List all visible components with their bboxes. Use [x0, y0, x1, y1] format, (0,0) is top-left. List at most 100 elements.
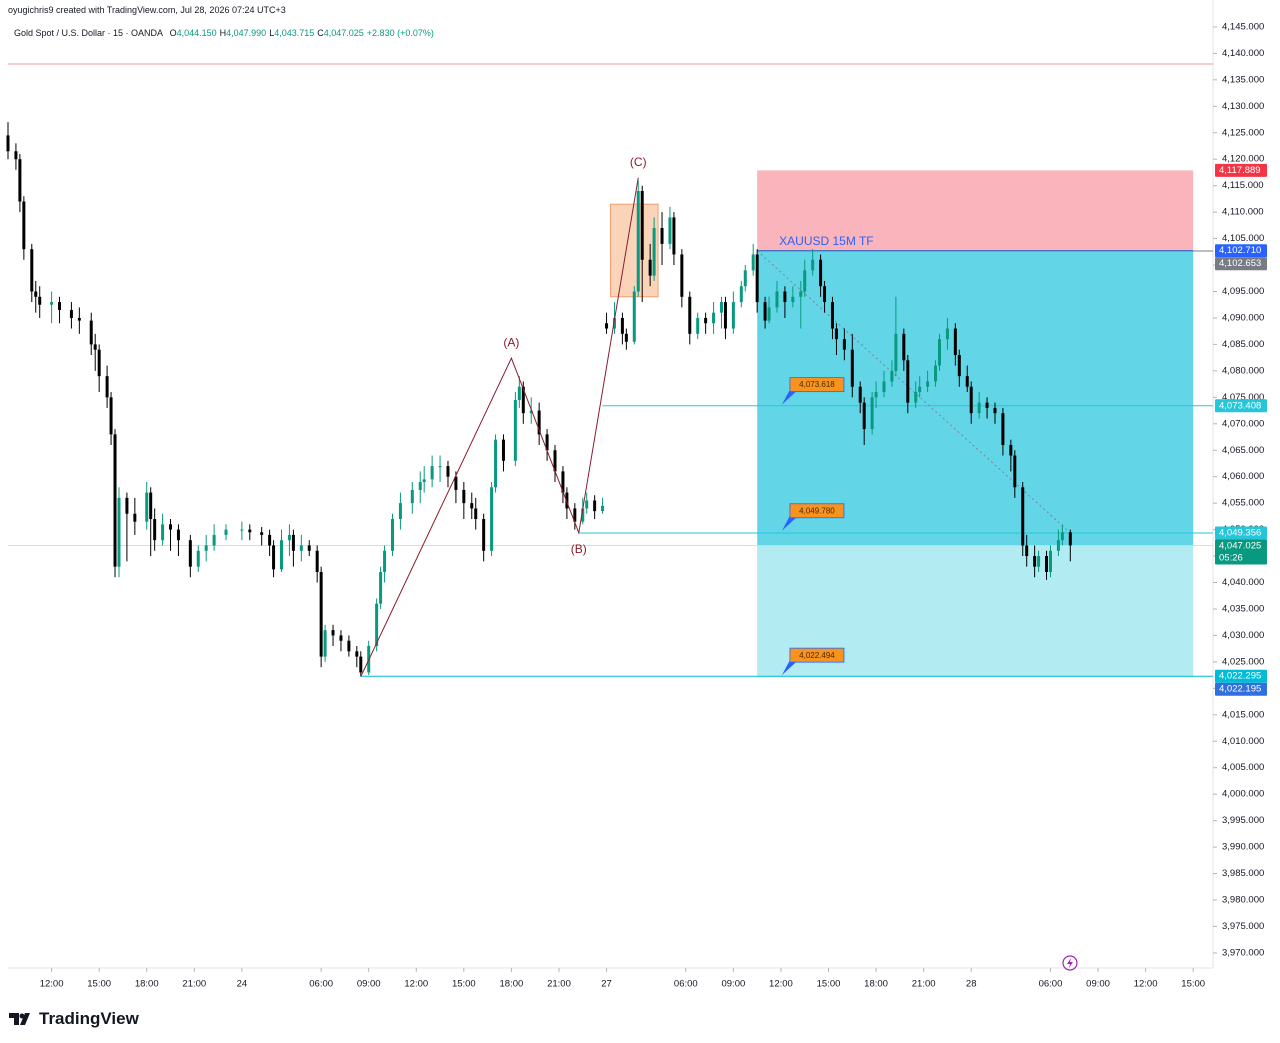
candle-body — [347, 640, 351, 652]
brand: TradingView — [39, 1009, 139, 1028]
candle-body — [620, 317, 624, 334]
legend-key: L — [269, 28, 275, 38]
callout-label: 4,073.618 — [799, 380, 835, 389]
candle-body — [319, 571, 323, 657]
y-tick-label: 4,070.000 — [1222, 418, 1264, 429]
candle-body — [791, 296, 795, 303]
y-tick-label: 4,145.000 — [1222, 21, 1264, 32]
y-tick-label: 4,125.000 — [1222, 127, 1264, 138]
candle-body — [977, 402, 981, 414]
candle-body — [743, 270, 747, 287]
alert-icon-bolt — [1067, 958, 1073, 968]
x-tick-label: 21:00 — [182, 979, 206, 990]
x-tick-label: 12:00 — [40, 979, 64, 990]
stop-zone — [757, 170, 1194, 251]
x-tick-label: 27 — [601, 979, 612, 990]
candle-body — [803, 270, 807, 292]
candle-body — [6, 135, 10, 152]
candle-body — [918, 386, 922, 393]
x-tick-label: 21:00 — [547, 979, 571, 990]
y-tick-label: 4,030.000 — [1222, 630, 1264, 641]
candle-body — [1056, 540, 1060, 551]
candle-body — [513, 399, 517, 461]
x-tick-label: 15:00 — [817, 979, 841, 990]
y-tick-label: 4,015.000 — [1222, 709, 1264, 720]
candle-body — [529, 410, 533, 414]
candle-body — [783, 291, 787, 303]
candle-body — [767, 307, 771, 321]
candle-body — [38, 296, 42, 305]
x-tick-label: 15:00 — [452, 979, 476, 990]
candle-body — [30, 249, 34, 292]
candle-body — [553, 450, 557, 472]
candle-body — [212, 534, 216, 546]
candle-body — [390, 519, 394, 551]
y-tick-label: 4,085.000 — [1222, 339, 1264, 350]
candle-body — [490, 487, 494, 551]
y-tick-label: 4,060.000 — [1222, 471, 1264, 482]
candle-body — [819, 259, 823, 287]
y-tick-label: 4,090.000 — [1222, 312, 1264, 323]
y-tick-label: 4,120.000 — [1222, 154, 1264, 165]
candle-body — [858, 386, 862, 403]
y-tick-label: 3,995.000 — [1222, 815, 1264, 826]
position-title: XAUUSD 15M TF — [779, 234, 873, 248]
alert-icon — [1062, 955, 1078, 971]
y-tick-label: 3,975.000 — [1222, 921, 1264, 932]
x-tick-label: 18:00 — [135, 979, 159, 990]
y-tick-label: 4,105.000 — [1222, 233, 1264, 244]
candle-body — [272, 545, 276, 570]
candle-body — [398, 503, 402, 520]
candle-body — [593, 500, 597, 512]
candle-body — [359, 656, 363, 673]
candle-body — [537, 410, 541, 435]
candle-body — [945, 328, 949, 340]
candle-body — [323, 630, 327, 657]
symbol: Gold Spot / U.S. Dollar · 15 · OANDA — [14, 28, 164, 38]
x-tick-label: 12:00 — [1134, 979, 1158, 990]
candle-body — [97, 349, 101, 377]
candle-body — [93, 344, 97, 350]
legend: Gold Spot / U.S. Dollar · 15 · OANDA O4,… — [14, 28, 437, 38]
candle-body — [612, 317, 616, 329]
x-tick-label: 15:00 — [1181, 979, 1205, 990]
price-tag — [1215, 163, 1267, 177]
price-tag — [1215, 399, 1267, 413]
candle-body — [680, 254, 684, 297]
candle-body — [418, 481, 422, 490]
candle-body — [474, 508, 478, 520]
wave-label: (C) — [630, 155, 647, 169]
candle-body — [291, 534, 295, 551]
candle-body — [585, 500, 589, 509]
candle-body — [1009, 444, 1013, 456]
candle-body — [176, 529, 180, 541]
candle-body — [145, 492, 149, 522]
candle-body — [624, 333, 628, 342]
candle-body — [69, 310, 73, 318]
legend-key: C — [317, 28, 324, 38]
y-tick-label: 3,970.000 — [1222, 947, 1264, 958]
candle-body — [331, 630, 335, 636]
candle-body — [545, 434, 549, 451]
candle-body — [113, 434, 117, 567]
candle-body — [636, 190, 640, 292]
logo-icon — [9, 1013, 30, 1025]
candle-body — [890, 370, 894, 382]
candle-body — [640, 190, 644, 260]
candle-body — [482, 519, 486, 551]
x-tick-label: 06:00 — [1039, 979, 1063, 990]
y-tick-label: 4,005.000 — [1222, 762, 1264, 773]
zone — [610, 203, 659, 298]
candle-body — [383, 550, 387, 572]
price-tag-label: 4,102.653 — [1219, 258, 1261, 269]
candle-body — [648, 259, 652, 276]
candle-body — [501, 439, 505, 461]
candle-body — [117, 497, 121, 567]
candle-body — [153, 519, 157, 541]
legend-change: +2.830 (+0.07%) — [366, 28, 434, 38]
candle-body — [105, 376, 109, 398]
candle-body — [410, 489, 414, 504]
candle-body — [339, 635, 343, 641]
y-tick-label: 3,985.000 — [1222, 868, 1264, 879]
